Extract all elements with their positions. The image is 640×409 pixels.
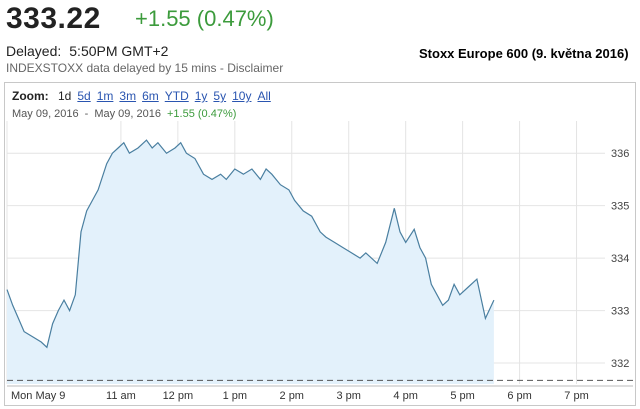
zoom-option-all[interactable]: All [257,89,271,103]
x-tick-label: 2 pm [280,390,304,402]
zoom-option-3m[interactable]: 3m [119,89,137,103]
delayed-line: Delayed: 5:50PM GMT+2 [6,43,168,59]
zoom-option-1y[interactable]: 1y [194,89,208,103]
delayed-time: 5:50PM GMT+2 [69,43,169,59]
zoom-option-6m[interactable]: 6m [142,89,159,103]
chart-container: Zoom: 1d 5d 1m 3m 6m YTD 1y 5y 10y All May 09, 20… [4,82,636,406]
x-tick-label: 7 pm [564,390,588,402]
x-tick-label: 6 pm [507,390,531,402]
y-tick-label: 336 [611,148,629,160]
x-tick-label: Mon May 9 [11,390,65,402]
x-tick-label: 5 pm [450,390,474,402]
range-to: May 09, 2016 [94,108,161,120]
price-chart: 332 333 334 335 336 Mon May 9 11 am 12 pm 1 pm 2 … [6,121,633,402]
zoom-option-1d[interactable]: 1d [58,89,72,103]
x-tick-label: 4 pm [393,390,417,402]
date-range: May 09, 2016- May 09, 2016 +1.55 (0.47%) [12,108,236,120]
y-tick-label: 333 [611,306,629,318]
chart-caption: Stoxx Europe 600 (9. května 2016) [419,46,629,61]
delayed-label: Delayed: [6,43,62,59]
price-value: 333.22 [6,2,101,35]
price-line [6,139,495,349]
x-tick-label: 3 pm [336,390,360,402]
zoom-option-10y[interactable]: 10y [232,89,252,103]
price-change: +1.55 (0.47%) [135,6,274,31]
source-note: INDEXSTOXX data delayed by 15 mins - Dis… [6,61,284,75]
zoom-option-5y[interactable]: 5y [213,89,227,103]
zoom-option-1m[interactable]: 1m [96,89,114,103]
x-tick-label: 11 am [106,390,136,402]
x-tick-label: 1 pm [223,390,247,402]
range-change: +1.55 (0.47%) [166,108,237,120]
y-tick-label: 332 [611,358,629,370]
y-tick-label: 335 [611,201,629,213]
range-separator: - [84,108,89,120]
range-from: May 09, 2016 [12,108,79,120]
area-fill [7,140,494,384]
zoom-bar: Zoom: 1d 5d 1m 3m 6m YTD 1y 5y 10y All [12,89,277,103]
zoom-option-5d[interactable]: 5d [77,89,91,103]
zoom-option-ytd[interactable]: YTD [164,89,189,103]
y-tick-label: 334 [611,253,629,265]
zoom-label: Zoom: [12,89,49,103]
x-tick-label: 12 pm [163,390,194,402]
